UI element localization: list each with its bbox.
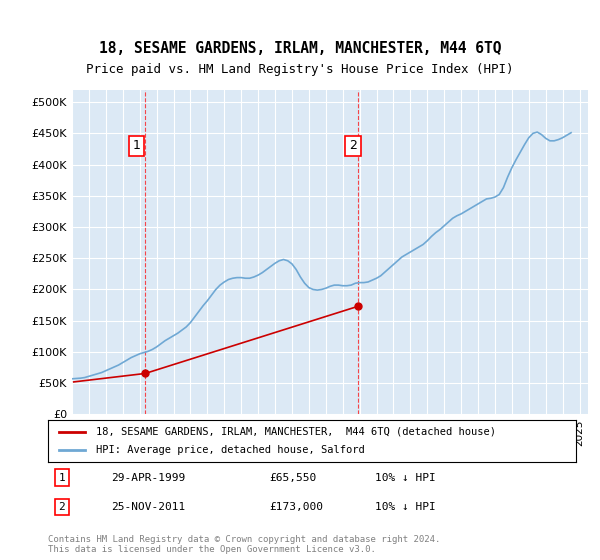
Text: 25-NOV-2011: 25-NOV-2011	[112, 502, 185, 512]
Text: 1: 1	[59, 473, 65, 483]
Text: £173,000: £173,000	[270, 502, 324, 512]
Text: HPI: Average price, detached house, Salford: HPI: Average price, detached house, Salf…	[95, 445, 364, 455]
Text: 10% ↓ HPI: 10% ↓ HPI	[376, 502, 436, 512]
Text: 2: 2	[59, 502, 65, 512]
Text: 2: 2	[349, 139, 357, 152]
Text: 29-APR-1999: 29-APR-1999	[112, 473, 185, 483]
Text: 18, SESAME GARDENS, IRLAM, MANCHESTER,  M44 6TQ (detached house): 18, SESAME GARDENS, IRLAM, MANCHESTER, M…	[95, 427, 496, 437]
Text: 10% ↓ HPI: 10% ↓ HPI	[376, 473, 436, 483]
Text: Price paid vs. HM Land Registry's House Price Index (HPI): Price paid vs. HM Land Registry's House …	[86, 63, 514, 76]
Text: £65,550: £65,550	[270, 473, 317, 483]
Text: 1: 1	[133, 139, 141, 152]
Text: 18, SESAME GARDENS, IRLAM, MANCHESTER, M44 6TQ: 18, SESAME GARDENS, IRLAM, MANCHESTER, M…	[99, 41, 501, 56]
Text: Contains HM Land Registry data © Crown copyright and database right 2024.
This d: Contains HM Land Registry data © Crown c…	[48, 535, 440, 554]
